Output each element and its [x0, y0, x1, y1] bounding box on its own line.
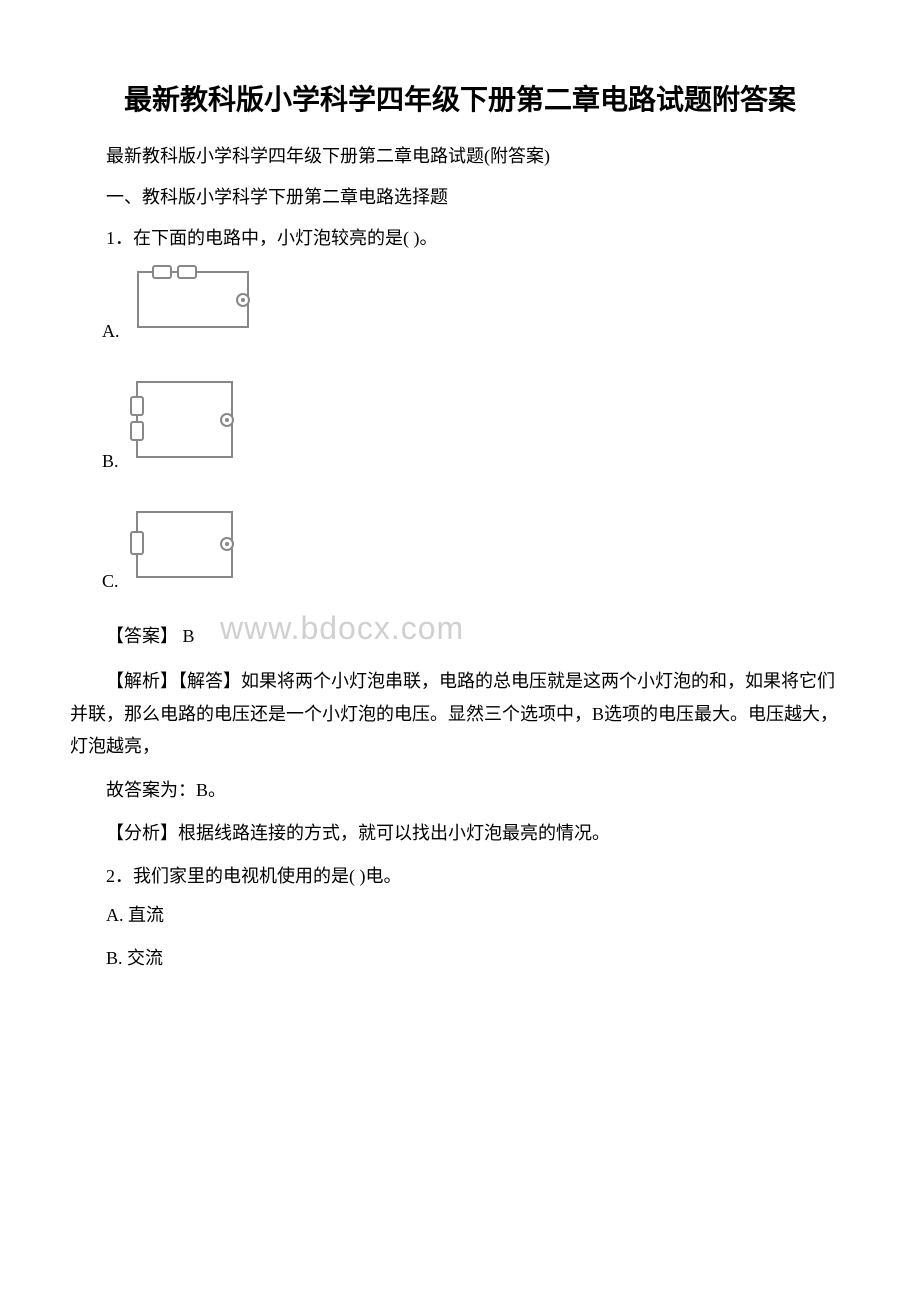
conclusion-1: 故答案为：B。	[70, 776, 850, 805]
option-b-row: B.	[102, 372, 850, 472]
section-header: 一、教科版小学科学下册第二章电路选择题	[70, 183, 850, 212]
analysis-1: 【分析】根据线路连接的方式，就可以找出小灯泡最亮的情况。	[70, 819, 850, 848]
option-a-row: A.	[102, 262, 850, 342]
option-c-label: C.	[102, 571, 119, 592]
question-1-text: 1．在下面的电路中，小灯泡较亮的是( )。	[70, 224, 850, 253]
circuit-diagram-b	[127, 372, 242, 472]
explanation-1: 【解析】【解答】如果将两个小灯泡串联，电路的总电压就是这两个小灯泡的和，如果将它…	[70, 665, 850, 762]
circuit-diagram-c	[127, 502, 242, 592]
question-2-text: 2．我们家里的电视机使用的是( )电。	[70, 862, 850, 891]
option-2a: A. 直流	[70, 901, 850, 930]
option-2b: B. 交流	[70, 944, 850, 973]
page-title: 最新教科版小学科学四年级下册第二章电路试题附答案	[70, 80, 850, 122]
option-b-label: B.	[102, 451, 119, 472]
subtitle: 最新教科版小学科学四年级下册第二章电路试题(附答案)	[70, 142, 850, 171]
option-c-row: C.	[102, 502, 850, 592]
option-a-label: A.	[102, 321, 120, 342]
circuit-diagram-a	[128, 262, 258, 342]
answer-1: 【答案】 B	[70, 622, 850, 651]
